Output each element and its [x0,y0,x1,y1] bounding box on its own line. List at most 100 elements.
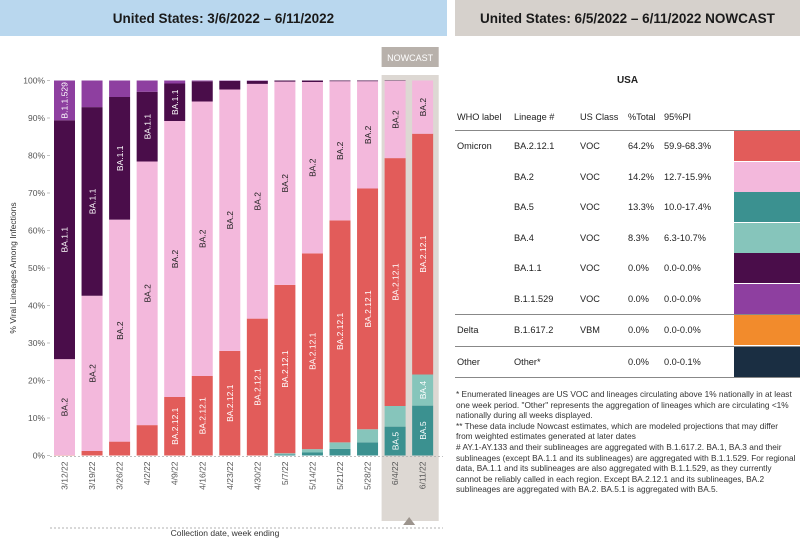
bar-segment [301,452,323,456]
legend-95pi: 0.0-0.0% [664,293,701,304]
legend-who-label: Omicron [457,141,492,152]
bar-segment [219,80,241,90]
legend-pct-total: 0.0% [628,314,664,346]
legend-us-class: VOC [580,202,600,213]
y-tick-label: 100% [23,76,45,86]
bar-segment [136,80,158,92]
legend-color-swatch [734,283,800,314]
bar-segment [274,284,296,454]
legend-who-label [455,253,514,284]
bar-label: BA.2 [363,125,373,144]
legend-95pi: 0.0-0.0% [664,314,734,346]
bar-segment [219,350,241,456]
bar-label: BA.2.12.1 [197,397,207,435]
legend-us-class: VOC [580,293,600,304]
x-tick-label: 5/28/22 [363,461,373,490]
legend-pct-total: 64.2% [628,141,655,152]
bar-segment [246,83,268,319]
lineage-legend-table: WHO label Lineage # US Class %Total 95%P… [455,104,800,378]
legend-row: BA.5 VOC 13.3% 10.0-17.4% [455,192,800,223]
bar-segment [54,120,75,360]
bar-segment [164,83,186,121]
bar-segment [274,453,296,455]
legend-us-class [580,345,628,378]
col-pct-total: %Total [628,104,664,131]
x-tick-label: 4/16/22 [197,461,207,490]
legend-95pi: 12.7-15.9% [664,171,711,182]
bar-segment [357,442,379,456]
bar-label: BA.2 [253,192,263,211]
bar-label: BA.2 [335,141,345,160]
nowcast-label: NOWCAST [387,53,434,63]
legend-color-swatch [734,253,800,284]
bar-segment [329,220,351,443]
legend-95pi: 0.0-0.0% [664,263,701,274]
bar-segment [412,133,434,375]
y-tick-label: 50% [28,263,45,273]
bar-segment [357,81,379,189]
legend-lineage: B.1.617.2 [514,314,580,346]
bar-label: BA.2 [418,98,428,117]
legend-pct-total: 13.3% [628,202,655,213]
legend-color-swatch [734,222,800,253]
legend-pct-total: 14.2% [628,171,655,182]
nowcast-marker-icon [403,517,416,525]
y-tick-label: 40% [28,301,45,311]
x-tick-label: 5/21/22 [335,461,345,490]
legend-us-class: VOC [580,141,600,152]
y-tick-label: 70% [28,188,45,198]
legend-pct-total: 0.0% [628,345,664,378]
x-tick-label: 4/30/22 [252,461,262,490]
bar-segment [357,80,379,82]
bar-segment [191,80,213,82]
footnote-3: # AY.1-AY.133 and their sublineages are … [456,441,796,495]
bar-segment [301,82,323,254]
bar-label: BA.2.12.1 [225,384,235,422]
bar-segment [412,374,434,406]
bar-label: B.1.1.529 [60,82,70,119]
bar-segment [136,91,158,162]
col-who-label: WHO label [455,104,514,131]
legend-us-class: VOC [580,171,600,182]
bar-segment [109,97,131,220]
bar-segment [357,429,379,443]
y-axis-title: % Viral Lineages Among Infections [8,202,18,333]
legend-lineage: BA.4 [514,232,534,243]
region-label: USA [616,75,639,86]
bar-segment [301,449,323,453]
bar-segment [164,121,186,397]
bar-segment [54,80,75,121]
x-tick-label: 6/4/22 [390,461,400,485]
legend-row: BA.1.1 VOC 0.0% 0.0-0.0% [455,253,800,284]
bar-label: BA.2.12.1 [363,290,373,328]
x-tick-label: 4/2/22 [142,461,152,485]
y-tick-label: 10% [28,413,45,423]
legend-lineage: BA.1.1 [514,263,542,274]
bar-label: BA.2 [87,364,97,383]
footnote-1: * Enumerated lineages are US VOC and lin… [456,389,792,421]
bar-label: BA.2 [142,284,152,303]
legend-lineage: BA.5 [514,202,534,213]
bar-segment [81,80,103,108]
bar-segment [274,81,296,285]
legend-color-swatch [734,315,800,346]
legend-row: BA.2 VOC 14.2% 12.7-15.9% [455,161,800,193]
legend-row: Other Other* 0.0% 0.0-0.1% [455,345,800,378]
x-tick-label: 4/9/22 [170,461,180,485]
bar-segment [329,81,351,221]
legend-who-label: Delta [455,314,514,346]
bar-segment [329,80,351,82]
legend-lineage: B.1.1.529 [514,293,554,304]
bar-segment [274,454,296,456]
x-tick-label: 3/12/22 [60,461,70,490]
legend-pct-total: 0.0% [628,293,649,304]
bar-label: BA.2 [225,211,235,230]
legend-color-swatch [734,131,800,162]
bar-segment [357,188,379,430]
bar-segment [81,295,103,451]
y-tick-label: 0% [33,451,46,461]
bar-label: BA.1.1 [115,145,125,171]
legend-lineage: BA.2.12.1 [514,141,555,152]
bar-segment [384,80,406,159]
y-tick-label: 60% [28,226,45,236]
